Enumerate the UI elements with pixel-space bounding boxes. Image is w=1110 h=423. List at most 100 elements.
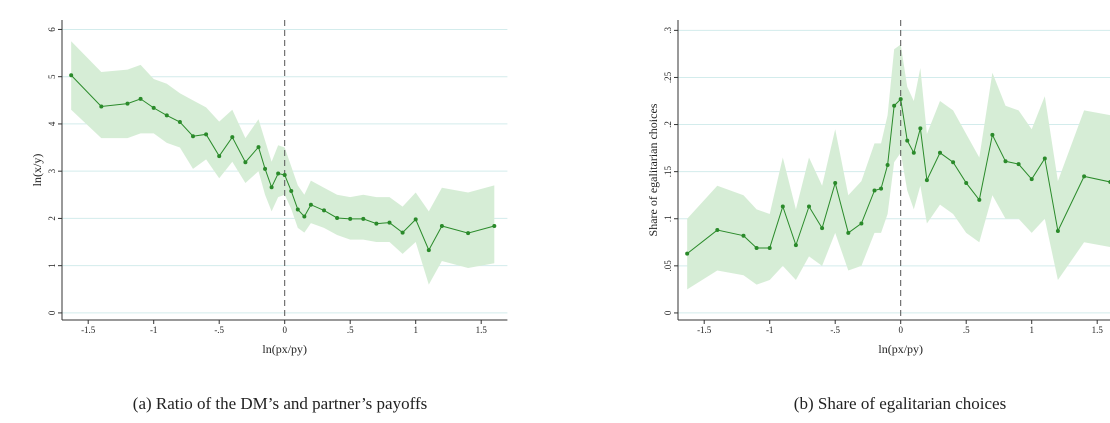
point [387, 220, 392, 225]
y-tick-label: .1 [663, 215, 673, 222]
point [289, 189, 294, 194]
x-tick-label: 0 [898, 325, 903, 335]
point [69, 73, 74, 78]
point [256, 145, 261, 150]
x-tick-label: .5 [347, 325, 354, 335]
point [885, 163, 890, 168]
x-tick-label: .5 [963, 325, 970, 335]
point [767, 245, 772, 250]
y-tick-label: 2 [47, 216, 57, 221]
x-tick-label: -1 [150, 325, 158, 335]
point [335, 215, 340, 220]
y-tick-label: 1 [47, 263, 57, 268]
point [1029, 177, 1034, 182]
point [859, 221, 864, 226]
x-tick-label: -.5 [214, 325, 224, 335]
point [492, 223, 497, 228]
x-tick-label: 1.5 [1092, 325, 1104, 335]
point [898, 97, 903, 102]
x-tick-label: 0 [282, 325, 287, 335]
confidence-band [687, 44, 1110, 290]
point [807, 204, 811, 209]
point [892, 103, 897, 108]
point [1016, 162, 1021, 167]
point [426, 248, 431, 253]
y-tick-label: 5 [47, 74, 57, 79]
point [151, 105, 156, 110]
point [269, 185, 274, 190]
point [361, 216, 366, 221]
point [780, 204, 785, 209]
point [322, 208, 326, 213]
point [99, 104, 104, 109]
point [879, 186, 884, 191]
y-tick-label: 0 [663, 310, 673, 315]
y-axis-title: ln(x/y) [30, 154, 44, 187]
point [741, 233, 746, 238]
point [177, 120, 182, 125]
point [846, 230, 851, 235]
point [1042, 156, 1047, 161]
caption: (a) Ratio of the DM’s and partner’s payo… [133, 394, 427, 413]
point [715, 228, 720, 233]
point [217, 154, 222, 159]
point [164, 113, 169, 118]
point [243, 160, 248, 165]
point [230, 135, 235, 140]
point [938, 150, 942, 155]
x-axis-title: ln(px/py) [878, 342, 923, 356]
point [918, 126, 923, 131]
point [872, 188, 877, 193]
x-tick-label: 1 [1029, 325, 1034, 335]
point [125, 101, 130, 106]
point [685, 251, 690, 256]
point [833, 180, 838, 185]
point [1003, 159, 1008, 164]
y-axis-title: Share of egalitarian choices [646, 103, 660, 236]
point [282, 172, 287, 177]
x-tick-label: -1.5 [697, 325, 712, 335]
point [990, 132, 995, 137]
x-tick-label: -.5 [830, 325, 840, 335]
point [793, 243, 798, 248]
point [439, 223, 444, 228]
point [964, 180, 969, 185]
y-tick-label: 0 [47, 310, 57, 315]
confidence-band [71, 41, 495, 285]
point [204, 132, 209, 137]
x-tick-label: -1.5 [81, 325, 96, 335]
y-tick-label: 6 [47, 27, 57, 32]
x-tick-label: 1 [413, 325, 418, 335]
point [466, 231, 471, 236]
y-tick-label: .2 [663, 121, 673, 128]
point [413, 217, 418, 222]
point [905, 138, 910, 143]
point [754, 245, 759, 250]
point [977, 197, 982, 202]
point [276, 171, 281, 176]
y-tick-label: .15 [663, 166, 673, 178]
point [951, 160, 956, 165]
point [924, 178, 929, 183]
y-tick-label: 3 [47, 168, 57, 173]
point [348, 216, 353, 221]
point [400, 230, 405, 235]
y-tick-label: .25 [663, 71, 673, 83]
point [1055, 228, 1060, 233]
x-axis-title: ln(px/py) [262, 342, 307, 356]
x-tick-label: 1.5 [476, 325, 488, 335]
x-tick-label: -1 [766, 325, 774, 335]
point [263, 166, 268, 171]
point [138, 96, 143, 101]
point [1082, 174, 1087, 179]
point [820, 226, 825, 231]
y-tick-label: .05 [663, 260, 673, 272]
point [308, 202, 313, 207]
point [302, 214, 307, 219]
y-tick-label: .3 [663, 26, 673, 33]
caption: (b) Share of egalitarian choices [794, 394, 1006, 413]
y-tick-label: 4 [47, 121, 57, 126]
point [374, 221, 379, 226]
point [191, 134, 195, 139]
